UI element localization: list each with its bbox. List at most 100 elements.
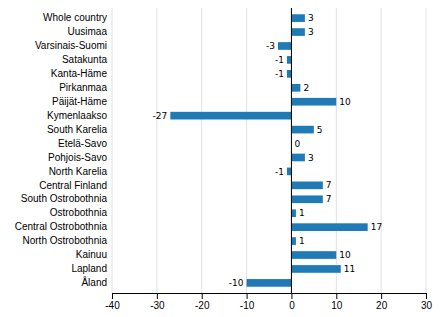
x-tick-label: 0 (289, 300, 295, 311)
y-tick: North Karelia (49, 166, 108, 177)
bar (291, 28, 304, 36)
bar (287, 56, 291, 64)
data-label: -3 (266, 41, 275, 51)
data-label: 17 (371, 222, 382, 232)
data-label: 11 (344, 264, 355, 274)
y-tick-label: Varsinais-Suomi (35, 40, 107, 51)
x-tick-mark (381, 293, 382, 299)
y-tick-label: Åland (81, 276, 107, 288)
x-tick: 0 (289, 293, 295, 311)
x-tick-mark (291, 293, 292, 299)
y-tick-label: Kymenlaakso (47, 110, 107, 121)
y-tick: Lapland (71, 263, 107, 274)
y-tick-label: Ostrobothnia (50, 207, 108, 218)
x-tick-label: -40 (105, 300, 120, 311)
y-tick: Pirkanmaa (59, 82, 107, 93)
bar (287, 168, 291, 176)
bar (291, 182, 322, 190)
y-tick-label: South Karelia (47, 124, 107, 135)
data-label: 3 (308, 153, 314, 163)
bar (170, 112, 291, 120)
x-tick: -20 (195, 293, 210, 311)
y-tick: Etelä-Savo (58, 138, 107, 149)
y-tick: Kymenlaakso (47, 110, 107, 121)
data-label: 2 (303, 83, 309, 93)
x-tick-mark (426, 293, 427, 299)
y-tick-label: Uusimaa (68, 26, 108, 37)
bar (291, 154, 304, 162)
bar (291, 195, 322, 203)
data-label: -1 (275, 69, 284, 79)
x-tick-label: 10 (331, 300, 343, 311)
y-tick-label: Pohjois-Savo (48, 152, 107, 163)
y-tick: Central Finland (39, 180, 107, 191)
data-labels: 33-3-1-1210-27503-17711711011-10 (153, 13, 383, 288)
bar (291, 237, 295, 245)
y-tick-label: Lapland (71, 263, 107, 274)
y-tick: Kainuu (76, 249, 107, 260)
y-tick-label: Päijät-Häme (52, 96, 107, 107)
x-tick: 30 (421, 293, 433, 311)
bar (291, 126, 313, 134)
y-tick: Satakunta (62, 54, 107, 65)
bars (170, 14, 367, 286)
data-label: 10 (339, 97, 351, 107)
y-tick-label: Kanta-Häme (51, 68, 108, 79)
data-label: 10 (339, 250, 351, 260)
y-tick: Ostrobothnia (50, 207, 108, 218)
x-tick-label: -10 (240, 300, 255, 311)
y-tick-label: Central Ostrobothnia (15, 221, 108, 232)
x-tick: -40 (105, 293, 120, 311)
data-label: -1 (275, 55, 284, 65)
bar (291, 209, 295, 217)
x-tick-mark (157, 293, 158, 299)
bar (291, 98, 336, 106)
y-tick: North Ostrobothnia (23, 235, 108, 246)
x-tick-label: -20 (195, 300, 210, 311)
bar (291, 265, 340, 273)
y-tick: Åland (81, 276, 107, 288)
data-label: 7 (326, 180, 332, 190)
x-axis: -40 -30 -20 -10 0 10 20 30 (105, 293, 432, 311)
data-label: 3 (308, 27, 314, 37)
x-tick: 10 (331, 293, 343, 311)
y-tick-label: Whole country (43, 12, 107, 23)
data-label: 3 (308, 13, 314, 23)
y-tick: Varsinais-Suomi (35, 40, 107, 51)
bar (291, 14, 304, 22)
zero-line (291, 8, 292, 293)
x-tick-mark (247, 293, 248, 299)
x-tick: -30 (150, 293, 165, 311)
data-label: -27 (153, 111, 168, 121)
bar (291, 84, 300, 92)
y-tick: South Karelia (47, 124, 107, 135)
chart: -40 -30 -20 -10 0 10 20 30 Whole country Uusimaa V… (0, 0, 442, 317)
x-tick-mark (336, 293, 337, 299)
plot: -40 -30 -20 -10 0 10 20 30 Whole country Uusimaa V… (15, 8, 433, 311)
x-axis-line (113, 294, 427, 300)
grid-line (156, 8, 157, 293)
y-tick: Uusimaa (68, 26, 108, 37)
bar (278, 42, 291, 50)
x-tick: -10 (240, 293, 255, 311)
data-label: 1 (299, 236, 305, 246)
bar (247, 279, 292, 287)
x-tick-mark (112, 293, 113, 299)
y-axis: Whole country Uusimaa Varsinais-Suomi Satak… (15, 12, 108, 288)
data-label: 7 (326, 194, 332, 204)
x-tick-label: 20 (376, 300, 388, 311)
grid-line (381, 8, 382, 293)
y-tick-label: Pirkanmaa (59, 82, 107, 93)
y-tick-label: Central Finland (39, 180, 107, 191)
data-label: -10 (229, 278, 244, 288)
grid-line (112, 8, 113, 293)
data-label: -1 (275, 167, 284, 177)
y-tick: South Ostrobothnia (21, 193, 108, 204)
grid-line (246, 8, 247, 293)
grid-line (336, 8, 337, 293)
y-tick: Whole country (43, 12, 107, 23)
y-tick-label: North Karelia (49, 166, 108, 177)
y-tick-label: North Ostrobothnia (23, 235, 108, 246)
y-tick-label: Etelä-Savo (58, 138, 107, 149)
x-tick-mark (202, 293, 203, 299)
